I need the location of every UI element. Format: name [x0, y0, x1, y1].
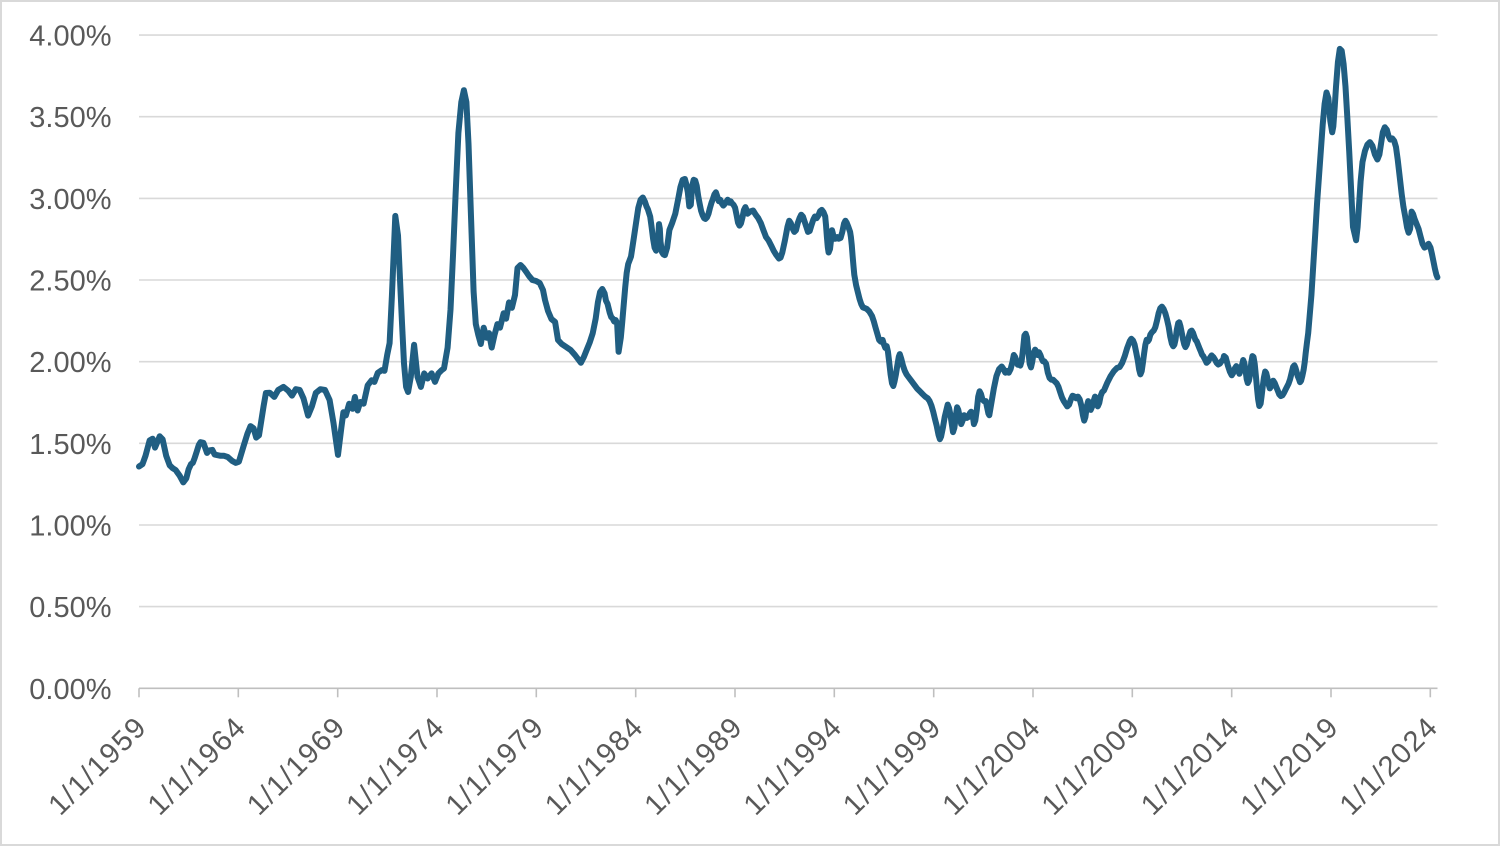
svg-text:1/1/1989: 1/1/1989: [639, 711, 750, 822]
svg-text:1/1/2009: 1/1/2009: [1036, 711, 1147, 822]
svg-text:1/1/1999: 1/1/1999: [837, 711, 948, 822]
svg-text:1/1/1969: 1/1/1969: [241, 711, 352, 822]
svg-text:1/1/1974: 1/1/1974: [341, 711, 452, 822]
svg-text:1/1/1984: 1/1/1984: [539, 711, 650, 822]
svg-text:2.50%: 2.50%: [29, 266, 111, 298]
svg-text:0.00%: 0.00%: [29, 674, 111, 706]
svg-text:1.00%: 1.00%: [29, 511, 111, 543]
svg-text:1/1/2014: 1/1/2014: [1135, 711, 1246, 822]
svg-text:2.00%: 2.00%: [29, 347, 111, 379]
svg-text:1/1/2004: 1/1/2004: [937, 711, 1048, 822]
svg-text:1/1/1959: 1/1/1959: [43, 711, 154, 822]
svg-text:4.00%: 4.00%: [29, 21, 111, 53]
svg-text:1/1/2019: 1/1/2019: [1235, 711, 1346, 822]
svg-text:3.50%: 3.50%: [29, 102, 111, 134]
svg-text:1.50%: 1.50%: [29, 429, 111, 461]
svg-text:1/1/1994: 1/1/1994: [738, 711, 849, 822]
svg-text:3.00%: 3.00%: [29, 184, 111, 216]
svg-text:1/1/1964: 1/1/1964: [142, 711, 253, 822]
svg-text:1/1/2024: 1/1/2024: [1334, 711, 1445, 822]
svg-text:1/1/1979: 1/1/1979: [440, 711, 551, 822]
svg-text:0.50%: 0.50%: [29, 592, 111, 624]
